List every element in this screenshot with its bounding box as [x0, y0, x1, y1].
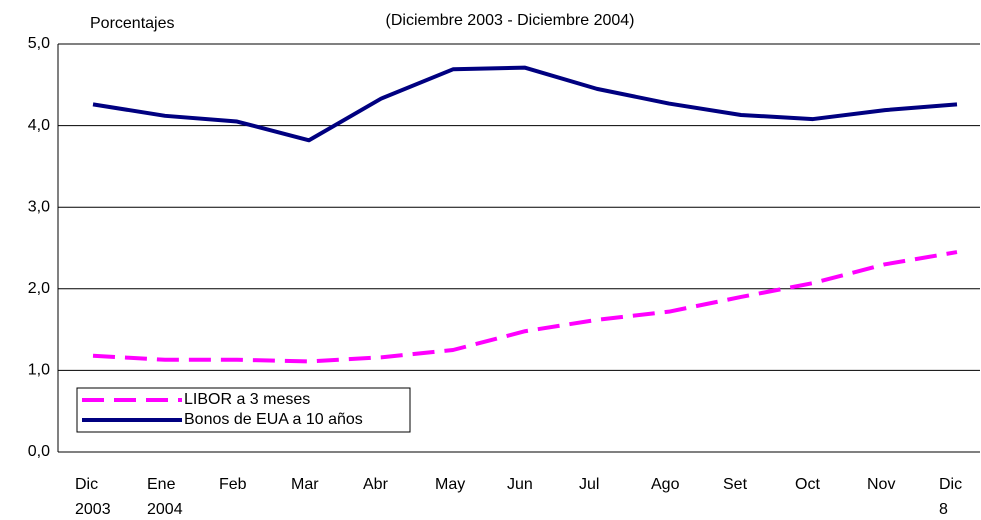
x-tick-label: Abr	[363, 476, 388, 493]
x-tick-label: Set	[723, 476, 748, 493]
x-tick-label: Dic 2003	[75, 476, 111, 518]
x-tick-label: Oct	[795, 476, 820, 493]
x-tick-label: Mar	[291, 476, 319, 493]
line-series	[92, 65, 958, 143]
x-tick-label: May	[435, 476, 466, 493]
x-tick-label: Nov	[867, 476, 896, 493]
x-tick-label: Dic 8	[939, 476, 963, 518]
x-tick-label: Jul	[579, 476, 600, 493]
y-tick-label: 4,0	[28, 117, 50, 134]
legend-label: Bonos de EUA a 10 años	[184, 411, 363, 428]
y-tick-label: 2,0	[28, 280, 50, 297]
y-tick-label: 5,0	[28, 35, 50, 52]
y-tick-label: 3,0	[28, 198, 50, 215]
legend-label: LIBOR a 3 meses	[184, 391, 310, 408]
line-series	[92, 250, 958, 364]
x-tick-label: Feb	[219, 476, 247, 493]
y-tick-label: 0,0	[28, 443, 50, 460]
y-tick-label: 1,0	[28, 362, 50, 379]
x-tick-label: Ene 2004	[147, 476, 183, 518]
legend-box	[76, 387, 411, 433]
x-tick-label: Jun	[507, 476, 533, 493]
x-tick-label: Ago	[651, 476, 680, 493]
chart-title: (Diciembre 2003 - Diciembre 2004)	[386, 12, 635, 29]
y-axis-label: Porcentajes	[90, 15, 175, 32]
